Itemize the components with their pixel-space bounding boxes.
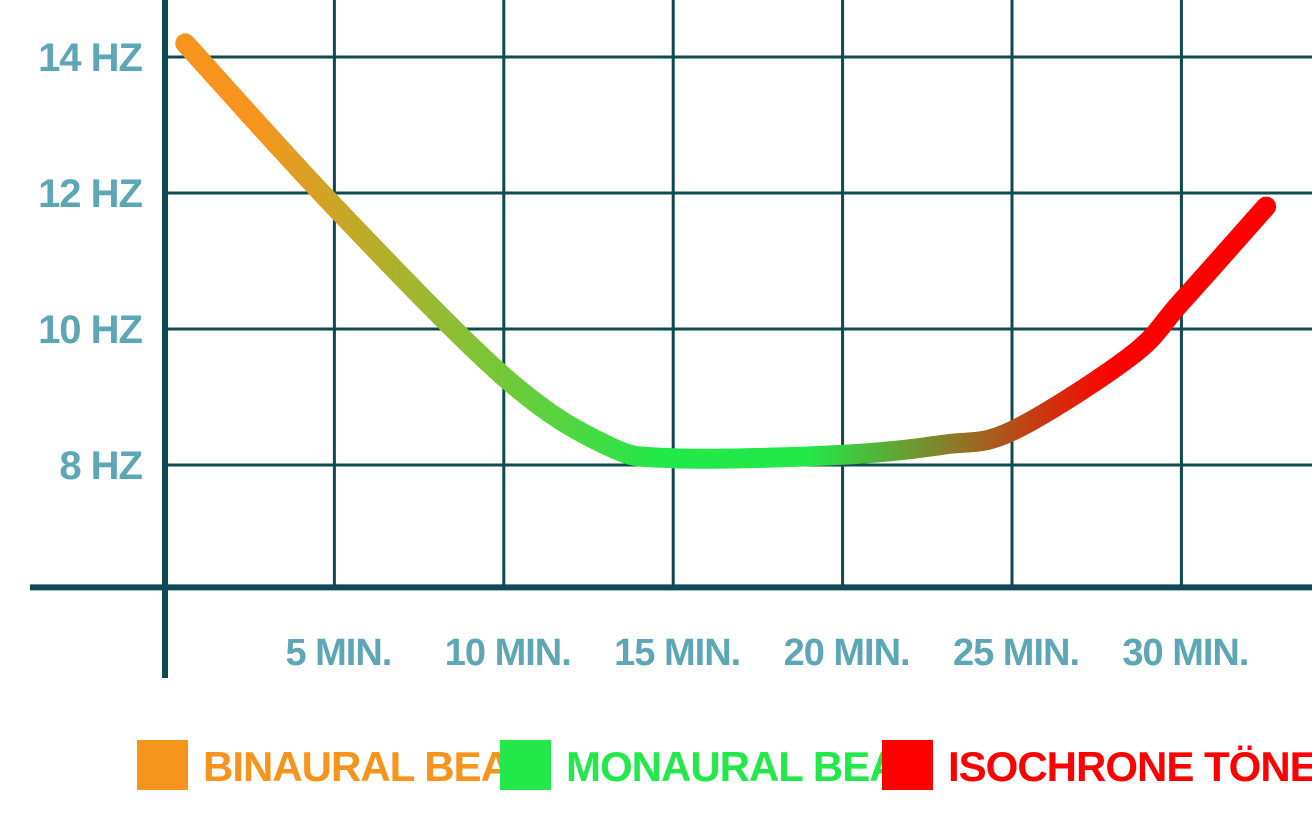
x-tick-label: 30 MIN.	[1122, 632, 1248, 674]
x-tick-label: 5 MIN.	[285, 632, 391, 674]
legend-item: BINAURAL BEAT	[137, 740, 534, 790]
y-tick-label: 10 HZ	[38, 308, 142, 352]
legend-item: MONAURAL BEAT	[500, 740, 922, 790]
legend-label: BINAURAL BEAT	[203, 743, 533, 790]
x-tick-label: 10 MIN.	[445, 632, 571, 674]
y-tick-label: 14 HZ	[38, 36, 142, 80]
x-tick-label: 15 MIN.	[614, 632, 740, 674]
x-tick-label: 20 MIN.	[784, 632, 910, 674]
legend-swatch	[882, 740, 933, 790]
series-curve	[175, 33, 1277, 469]
y-tick-label: 8 HZ	[59, 444, 142, 488]
legend-swatch	[500, 740, 551, 790]
legend-label: MONAURAL BEAT	[566, 743, 921, 790]
y-tick-label: 12 HZ	[38, 172, 142, 216]
x-tick-label: 25 MIN.	[953, 632, 1079, 674]
legend-item: ISOCHRONE TÖNE	[882, 740, 1312, 790]
legend-label: ISOCHRONE TÖNE	[948, 743, 1312, 790]
legend-swatch	[137, 740, 188, 790]
